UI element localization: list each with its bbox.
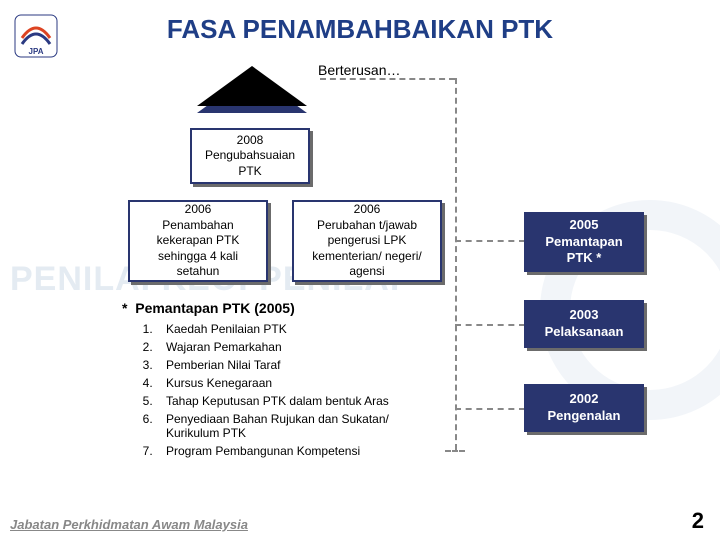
box-2008: 2008 Pengubahsuaian PTK — [190, 128, 310, 184]
dash-2002-h — [455, 408, 525, 410]
pemantapan-list: Kaedah Penilaian PTK Wajaran Pemarkahan … — [122, 322, 402, 458]
page-title: FASA PENAMBAHBAIKAN PTK — [0, 14, 720, 45]
triangle-up — [197, 73, 307, 113]
list-item: Program Pembangunan Kompetensi — [156, 444, 402, 458]
box-2008-text: 2008 Pengubahsuaian PTK — [205, 133, 295, 180]
box-2006a: 2006 Penambahan kekerapan PTK sehingga 4… — [128, 200, 268, 282]
dash-mid-h — [455, 240, 525, 242]
box-2006b-text: 2006 Perubahan t/jawab pengerusi LPK kem… — [312, 202, 421, 280]
label-berterusan: Berterusan… — [318, 62, 400, 78]
pemantapan-block: * Pemantapan PTK (2005) Kaedah Penilaian… — [122, 300, 402, 462]
list-item: Tahap Keputusan PTK dalam bentuk Aras — [156, 394, 402, 408]
list-item: Pemberian Nilai Taraf — [156, 358, 402, 372]
box-2006a-text: 2006 Penambahan kekerapan PTK sehingga 4… — [157, 202, 240, 280]
dash-vertical — [455, 78, 457, 450]
list-item: Kursus Kenegaraan — [156, 376, 402, 390]
box-2006b: 2006 Perubahan t/jawab pengerusi LPK kem… — [292, 200, 442, 282]
box-2003-text: 2003 Pelaksanaan — [545, 307, 624, 341]
slide-number: 2 — [692, 508, 704, 534]
dash-top-h — [320, 78, 455, 80]
box-2002: 2002 Pengenalan — [524, 384, 644, 432]
list-item: Penyediaan Bahan Rujukan dan Sukatan/ Ku… — [156, 412, 402, 440]
dash-bottom-cap — [445, 450, 465, 452]
list-item: Wajaran Pemarkahan — [156, 340, 402, 354]
pemantapan-header: Pemantapan PTK (2005) — [135, 300, 295, 316]
footer-text: Jabatan Perkhidmatan Awam Malaysia — [10, 517, 248, 532]
dash-2003-h — [455, 324, 525, 326]
box-2003: 2003 Pelaksanaan — [524, 300, 644, 348]
pemantapan-ast: * — [122, 300, 127, 316]
box-2002-text: 2002 Pengenalan — [548, 391, 621, 425]
box-2005-text: 2005 Pemantapan PTK * — [545, 217, 622, 268]
list-item: Kaedah Penilaian PTK — [156, 322, 402, 336]
box-2005: 2005 Pemantapan PTK * — [524, 212, 644, 272]
svg-text:JPA: JPA — [29, 47, 44, 56]
